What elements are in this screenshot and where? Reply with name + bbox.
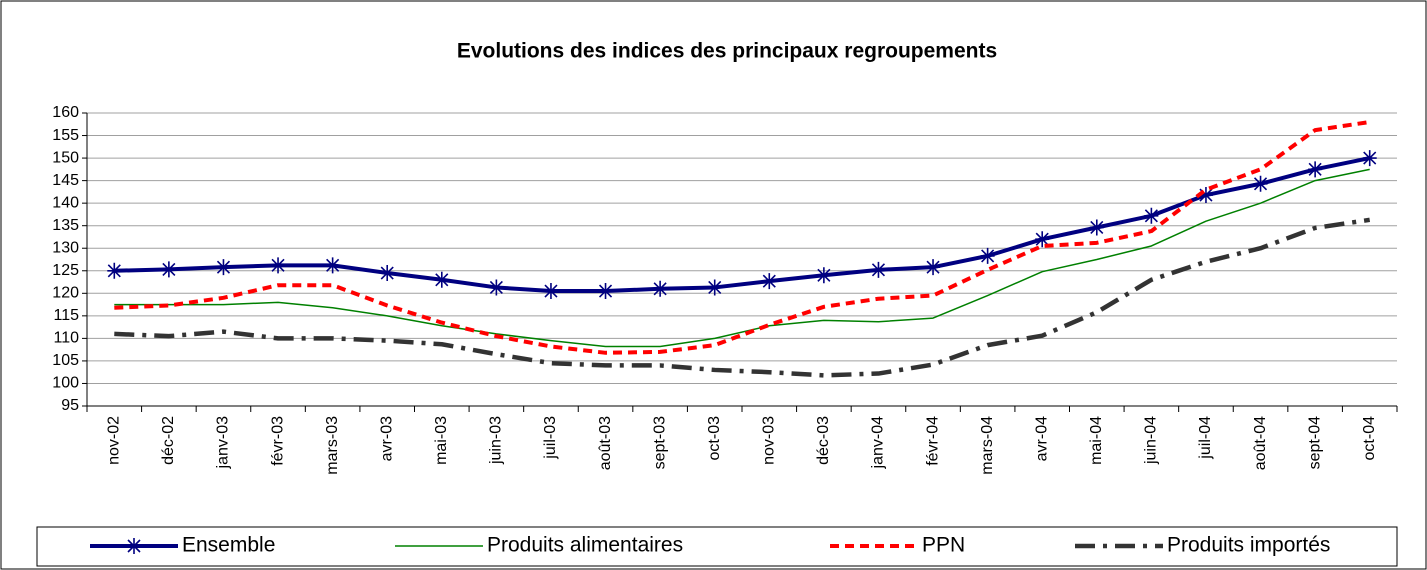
y-tick-label: 140 (52, 194, 79, 211)
marker (871, 261, 886, 278)
marker (107, 262, 122, 279)
marker (1144, 207, 1159, 224)
legend-label: Ensemble (182, 534, 275, 557)
marker (1308, 161, 1323, 178)
x-tick-label: nov-02 (106, 416, 123, 465)
y-tick-label: 145 (52, 172, 79, 189)
marker (216, 259, 231, 276)
marker (707, 279, 722, 296)
x-tick-label: mai-03 (433, 416, 450, 465)
x-tick-label: sept-03 (651, 416, 668, 469)
marker (1253, 175, 1268, 192)
marker (598, 283, 613, 300)
x-tick-label: mars-04 (979, 416, 996, 475)
marker (380, 265, 395, 282)
x-tick-label: mars-03 (324, 416, 341, 475)
marker (127, 538, 141, 554)
legend-label: Produits alimentaires (487, 534, 683, 557)
y-tick-label: 155 (52, 127, 79, 144)
x-tick-label: févr-03 (269, 416, 286, 466)
y-tick-label: 120 (52, 285, 79, 302)
marker (762, 273, 777, 290)
y-tick-label: 95 (61, 397, 79, 414)
y-tick-label: 135 (52, 217, 79, 234)
marker (1035, 231, 1050, 248)
y-tick-label: 150 (52, 149, 79, 166)
marker (926, 259, 941, 276)
series-line (114, 120, 1371, 355)
marker (543, 283, 558, 300)
legend-box (36, 526, 1398, 567)
y-tick-label: 110 (53, 330, 79, 347)
marker (1198, 187, 1213, 204)
y-tick-label: 130 (52, 239, 79, 256)
x-tick-label: juil-04 (1197, 416, 1214, 460)
x-tick-label: sept-04 (1306, 416, 1323, 469)
y-tick-label: 125 (52, 262, 79, 279)
x-tick-label: nov-03 (761, 416, 778, 465)
y-tick-label: 100 (52, 375, 79, 392)
x-tick-label: janv-04 (870, 416, 887, 470)
x-tick-label: août-03 (597, 416, 614, 470)
marker (1089, 219, 1104, 236)
marker (271, 257, 286, 274)
marker (434, 271, 449, 288)
x-tick-label: juil-03 (542, 416, 559, 460)
marker (325, 257, 340, 274)
legend-label: PPN (922, 534, 965, 557)
x-tick-label: avr-04 (1033, 416, 1050, 461)
x-tick-label: mai-04 (1088, 416, 1105, 465)
x-tick-label: févr-04 (924, 416, 941, 466)
marker (161, 261, 176, 278)
marker (816, 267, 831, 284)
x-tick-label: août-04 (1252, 416, 1269, 470)
x-tick-label: juin-03 (488, 416, 505, 465)
marker (980, 247, 995, 264)
marker (489, 279, 504, 296)
x-tick-label: déc-02 (160, 416, 177, 465)
legend-label: Produits importés (1167, 534, 1330, 557)
series-line (114, 168, 1370, 348)
y-tick-label: 105 (52, 352, 79, 369)
chart-title: Evolutions des indices des principaux re… (457, 40, 997, 63)
x-tick-label: oct-04 (1361, 416, 1378, 461)
y-tick-label: 160 (52, 104, 79, 121)
marker (653, 280, 668, 297)
series-line (114, 156, 1371, 294)
x-tick-label: oct-03 (706, 416, 723, 461)
x-tick-label: juin-04 (1143, 416, 1160, 465)
marker (1362, 150, 1377, 167)
x-tick-label: déc-03 (815, 416, 832, 465)
x-tick-label: avr-03 (378, 416, 395, 461)
y-tick-label: 115 (53, 307, 79, 324)
series-line (114, 217, 1371, 378)
x-tick-label: janv-03 (215, 416, 232, 470)
